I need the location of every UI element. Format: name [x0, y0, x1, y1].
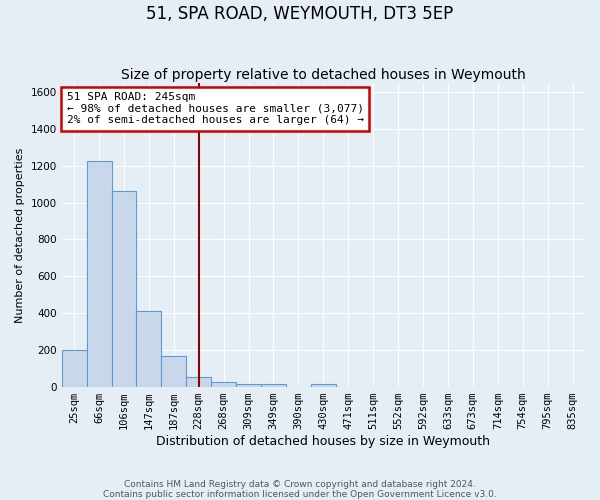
Bar: [112, 190, 136, 386]
Bar: [236, 384, 261, 386]
Text: 51 SPA ROAD: 245sqm
← 98% of detached houses are smaller (3,077)
2% of semi-deta: 51 SPA ROAD: 245sqm ← 98% of detached ho…: [67, 92, 364, 126]
Bar: [211, 382, 236, 386]
Bar: [62, 350, 86, 387]
X-axis label: Distribution of detached houses by size in Weymouth: Distribution of detached houses by size …: [157, 434, 490, 448]
Bar: [136, 311, 161, 386]
Title: Size of property relative to detached houses in Weymouth: Size of property relative to detached ho…: [121, 68, 526, 82]
Text: Contains HM Land Registry data © Crown copyright and database right 2024.
Contai: Contains HM Land Registry data © Crown c…: [103, 480, 497, 499]
Bar: [161, 356, 186, 386]
Bar: [261, 384, 286, 386]
Bar: [86, 162, 112, 386]
Bar: [311, 384, 336, 386]
Bar: [186, 378, 211, 386]
Text: 51, SPA ROAD, WEYMOUTH, DT3 5EP: 51, SPA ROAD, WEYMOUTH, DT3 5EP: [146, 5, 454, 23]
Y-axis label: Number of detached properties: Number of detached properties: [15, 147, 25, 322]
